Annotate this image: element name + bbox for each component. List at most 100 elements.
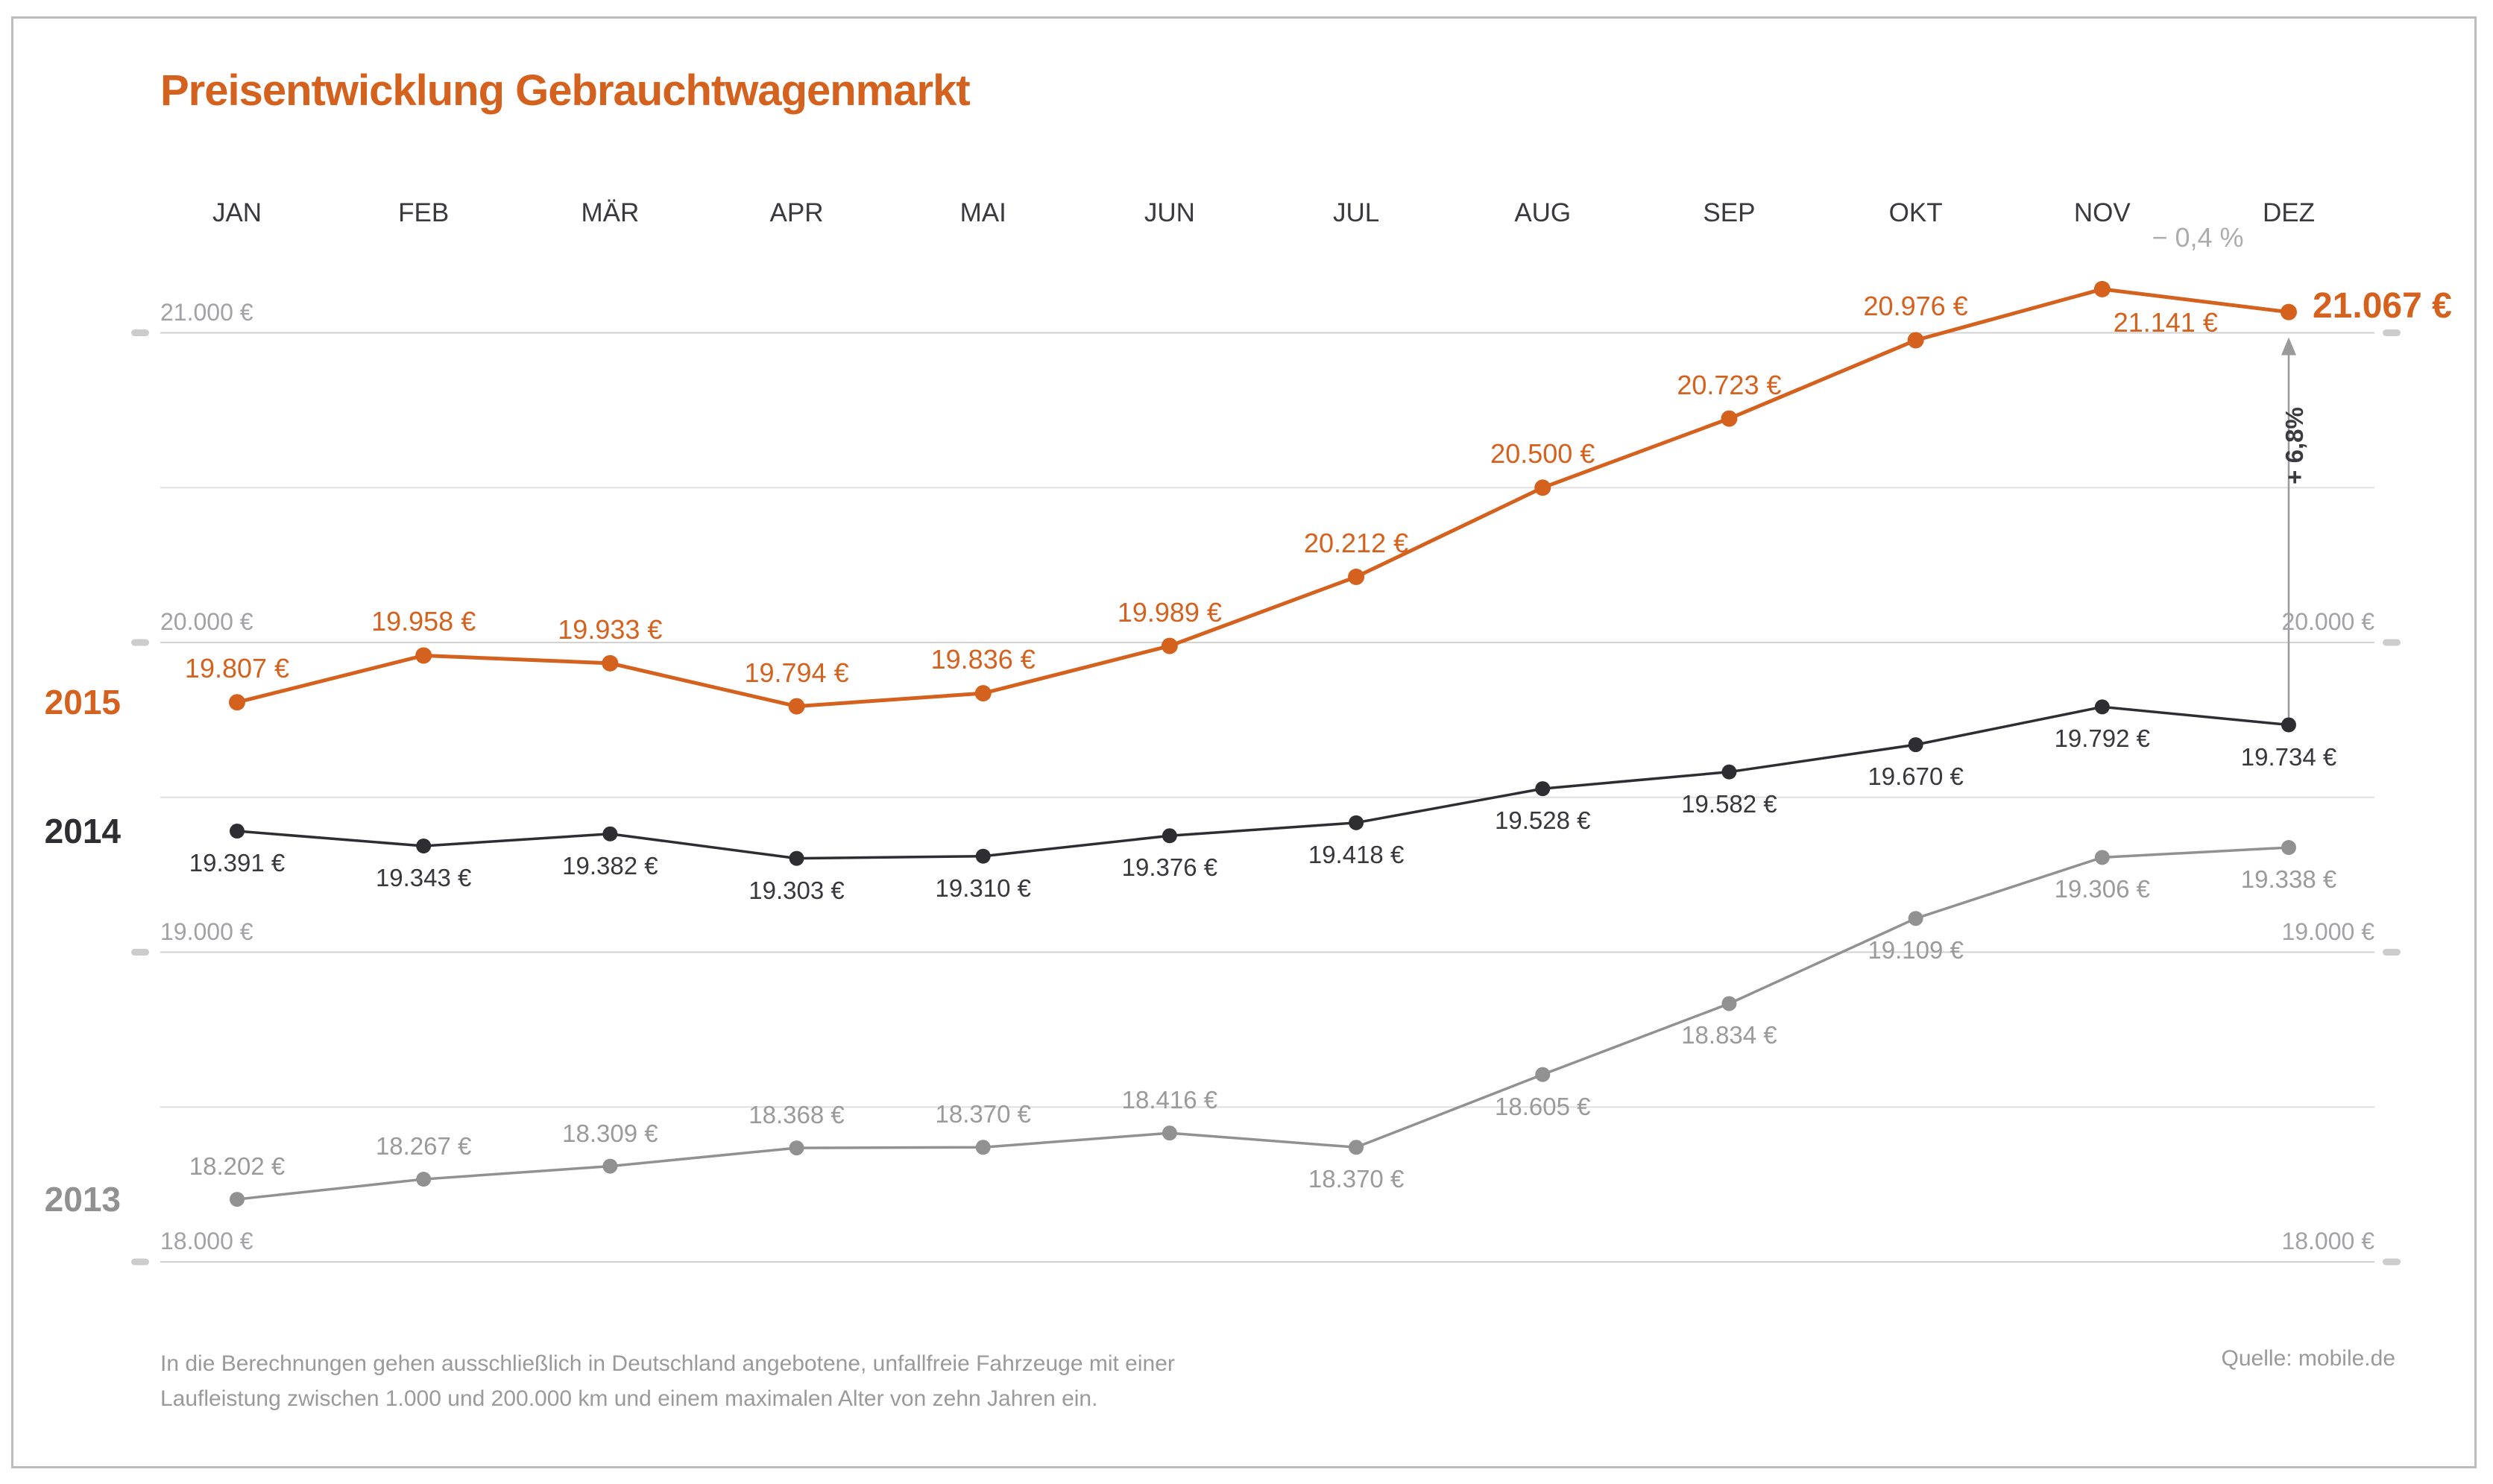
data-point-label-2015: 19.794 € — [744, 657, 849, 688]
footnote: In die Berechnungen gehen ausschließlich… — [160, 1346, 1279, 1416]
month-label-jul: JUL — [1332, 198, 1380, 227]
data-point-2014 — [789, 850, 804, 866]
data-point-label-2013: 19.306 € — [2054, 875, 2151, 903]
month-label-sep: SEP — [1703, 198, 1756, 227]
data-point-label-2013: 19.109 € — [1868, 936, 1964, 964]
data-point-label-2013: 18.370 € — [1308, 1165, 1405, 1193]
data-point-2015 — [415, 647, 432, 664]
data-point-label-2014: 19.303 € — [748, 876, 845, 904]
axis-tick-left — [131, 949, 149, 956]
source-credit: Quelle: mobile.de — [2221, 1346, 2395, 1371]
data-point-label-2013: 18.834 € — [1681, 1021, 1777, 1049]
month-label-jan: JAN — [212, 198, 262, 227]
data-point-2015 — [602, 654, 619, 672]
data-point-label-2013: 18.605 € — [1495, 1092, 1591, 1120]
year-over-year-change-annotation: + 6,8% — [2281, 407, 2308, 484]
data-point-label-2015: 19.933 € — [558, 613, 663, 645]
data-point-label-2014: 19.391 € — [189, 849, 286, 877]
footnote-line-2: Laufleistung zwischen 1.000 und 200.000 … — [160, 1386, 1098, 1411]
data-point-2013 — [1908, 911, 1923, 926]
data-point-2015 — [974, 685, 992, 702]
y-axis-label-left: 18.000 € — [160, 1228, 253, 1254]
data-point-label-2015: 20.500 € — [1490, 438, 1595, 470]
data-point-2013 — [2281, 840, 2296, 856]
series-line-2015 — [236, 287, 2289, 709]
data-point-2013 — [602, 1158, 618, 1174]
axis-tick-left — [131, 639, 149, 646]
month-label-aug: AUG — [1514, 198, 1572, 227]
series-line-2013 — [236, 846, 2289, 1201]
data-point-label-2015: 20.976 € — [1863, 291, 1968, 322]
data-point-label-2015: 20.723 € — [1677, 369, 1782, 400]
y-axis-label-right: 18.000 € — [2281, 1228, 2374, 1254]
axis-tick-left — [131, 329, 149, 336]
y-axis-label-right: 20.000 € — [2281, 608, 2374, 635]
month-label-nov: NOV — [2073, 198, 2131, 227]
data-point-label-2015: 20.212 € — [1304, 527, 1409, 558]
data-point-label-2014: 19.418 € — [1308, 840, 1405, 868]
data-point-label-2015-final: 21.067 € — [2312, 285, 2452, 326]
data-point-label-2014: 19.792 € — [2054, 724, 2151, 753]
data-point-label-2013: 18.267 € — [375, 1132, 472, 1161]
axis-tick-right — [2383, 639, 2401, 646]
data-point-label-2015: 21.141 € — [2113, 306, 2218, 338]
data-point-2013 — [1162, 1125, 1177, 1141]
data-point-2014 — [1908, 737, 1923, 753]
series-year-label-2013: 2013 — [44, 1180, 121, 1219]
series-year-label-2015: 2015 — [44, 683, 121, 722]
data-point-label-2013: 18.309 € — [562, 1119, 658, 1147]
data-point-label-2014: 19.343 € — [375, 863, 472, 891]
data-point-label-2015: 19.958 € — [371, 606, 476, 637]
axis-tick-right — [2383, 1258, 2401, 1266]
axis-tick-right — [2383, 949, 2401, 956]
data-point-2014 — [230, 824, 245, 839]
data-point-label-2014: 19.734 € — [2240, 742, 2337, 771]
series-line-2014 — [236, 705, 2289, 860]
footnote-line-1: In die Berechnungen gehen ausschließlich… — [160, 1351, 1175, 1376]
data-point-2014 — [2281, 717, 2296, 733]
data-point-label-2014: 19.310 € — [935, 874, 1031, 902]
data-point-2014 — [1162, 828, 1177, 844]
data-point-label-2014: 19.670 € — [1868, 762, 1964, 791]
data-point-label-2013: 18.368 € — [748, 1101, 845, 1129]
data-point-2014 — [2094, 699, 2110, 715]
data-point-2013 — [230, 1192, 245, 1207]
data-point-2014 — [975, 848, 991, 864]
data-point-2014 — [1349, 815, 1364, 830]
data-point-2013 — [1721, 996, 1737, 1011]
y-axis-label-left: 19.000 € — [160, 918, 253, 945]
data-point-2013 — [416, 1172, 432, 1187]
data-point-2014 — [1535, 781, 1551, 797]
data-point-2014 — [416, 838, 432, 853]
data-point-2015 — [1348, 568, 1365, 585]
y-axis-label-right: 19.000 € — [2281, 918, 2374, 945]
data-point-2015 — [1721, 410, 1738, 427]
data-point-label-2015: 19.989 € — [1117, 596, 1222, 628]
month-label-jun: JUN — [1144, 198, 1195, 227]
data-point-2014 — [602, 826, 618, 842]
data-point-label-2013: 18.202 € — [189, 1152, 286, 1181]
month-label-dez: DEZ — [2262, 198, 2315, 227]
y-axis-label-left: 20.000 € — [160, 608, 253, 635]
data-point-label-2015: 19.836 € — [930, 644, 1036, 675]
month-label-feb: FEB — [398, 198, 450, 227]
data-point-2013 — [789, 1140, 804, 1156]
month-label-okt: OKT — [1888, 198, 1943, 227]
data-point-2015 — [1534, 479, 1551, 496]
month-label-mai: MAI — [959, 198, 1006, 227]
month-label-apr: APR — [769, 198, 824, 227]
data-point-label-2015: 19.807 € — [184, 653, 290, 684]
data-point-label-2013: 18.416 € — [1121, 1086, 1218, 1114]
data-point-label-2013: 19.338 € — [2240, 865, 2337, 894]
data-point-label-2014: 19.582 € — [1681, 789, 1777, 818]
data-point-label-2014: 19.376 € — [1121, 853, 1218, 882]
axis-tick-left — [131, 1258, 149, 1266]
data-point-2014 — [1721, 764, 1737, 780]
data-point-2015 — [1161, 637, 1178, 654]
data-point-2015 — [2280, 303, 2297, 321]
series-year-label-2014: 2014 — [44, 812, 121, 851]
data-point-2013 — [975, 1140, 991, 1155]
axis-tick-right — [2383, 329, 2401, 336]
